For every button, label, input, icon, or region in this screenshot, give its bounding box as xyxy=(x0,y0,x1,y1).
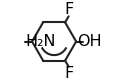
Text: OH: OH xyxy=(78,34,102,49)
Text: F: F xyxy=(64,1,73,17)
Text: F: F xyxy=(64,66,73,82)
Text: H₂N: H₂N xyxy=(26,34,56,49)
